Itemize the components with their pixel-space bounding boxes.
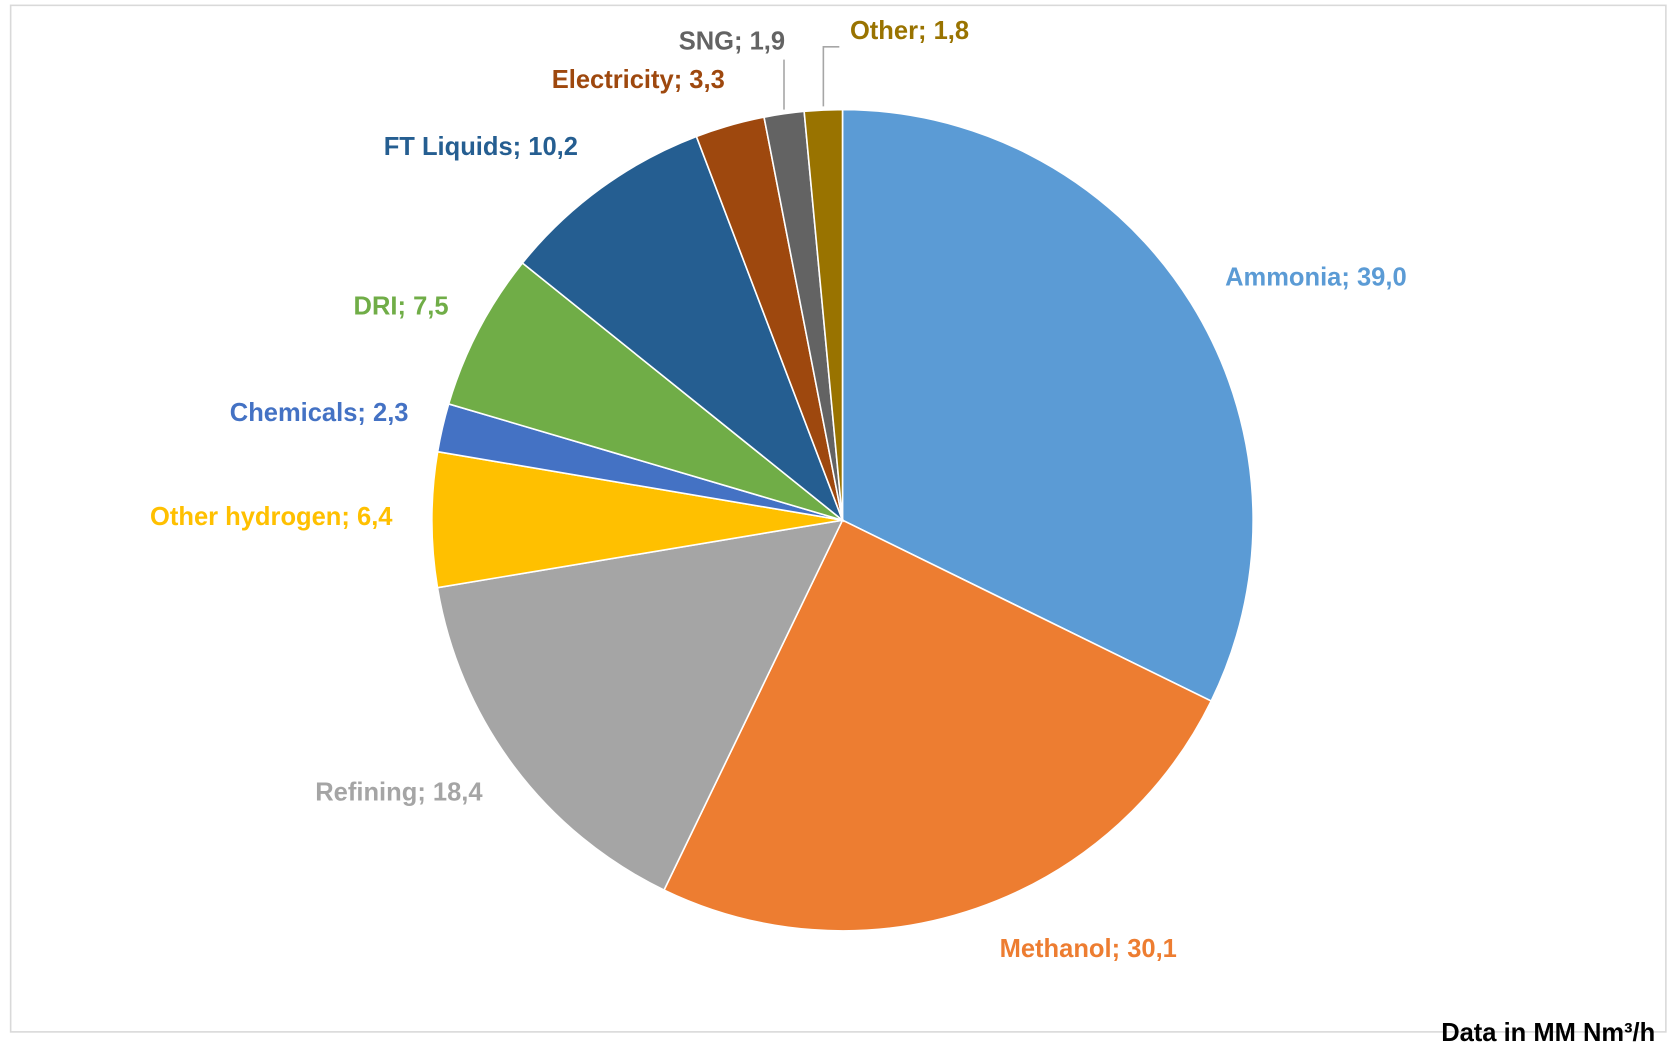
label-separator: ; [1112,935,1128,963]
label-value: 2,3 [373,399,408,427]
pie-slice [841,108,1254,703]
label-separator: ; [1341,263,1357,291]
label-value: 30,1 [1127,935,1177,963]
label-category: Other hydrogen [150,503,341,531]
label-value: 10,2 [528,133,578,161]
label-category: Methanol [1000,935,1112,963]
label-value: 7,5 [413,292,448,320]
label-value: 3,3 [689,66,724,94]
pie-slice [447,261,844,521]
pie-slice [663,519,1213,932]
data-label: DRI; 7,5 [354,292,449,320]
data-label: Other; 1,8 [850,17,969,45]
label-separator: ; [734,27,750,55]
chart-frame [9,4,1667,1033]
data-label: Electricity; 3,3 [552,66,725,94]
leader-line [822,46,840,107]
label-value: 18,4 [433,778,483,806]
label-category: Refining [315,778,417,806]
pie-slice [803,108,844,521]
label-value: 6,4 [357,503,393,531]
label-category: FT Liquids [384,133,513,161]
label-value: 1,8 [934,17,969,45]
label-separator: ; [674,66,690,94]
label-category: Chemicals [230,399,358,427]
pie-slice [436,519,844,892]
note: Data in MM Nm³/h [1441,1019,1655,1047]
label-separator: ; [397,292,413,320]
data-label: Other hydrogen; 6,4 [150,503,393,531]
label-separator: ; [357,399,373,427]
pie-slice [431,450,843,589]
data-label: Methanol; 30,1 [1000,935,1177,963]
data-label: FT Liquids; 10,2 [384,133,578,161]
label-value: 39,0 [1357,263,1407,291]
label-category: SNG [679,27,734,55]
label-separator: ; [341,503,357,531]
data-label: Chemicals; 2,3 [230,399,409,427]
label-separator: ; [417,778,433,806]
label-value: 1,9 [750,27,785,55]
label-category: Electricity [552,66,675,94]
data-label: Ammonia; 39,0 [1225,263,1407,291]
label-category: DRI [354,292,398,320]
label-separator: ; [513,133,529,161]
data-label: SNG; 1,9 [679,27,785,55]
label-separator: ; [918,17,934,45]
data-label: Refining; 18,4 [315,778,483,806]
pie-slice [521,135,845,523]
label-category: Other [850,17,918,45]
label-category: Ammonia [1225,263,1342,291]
